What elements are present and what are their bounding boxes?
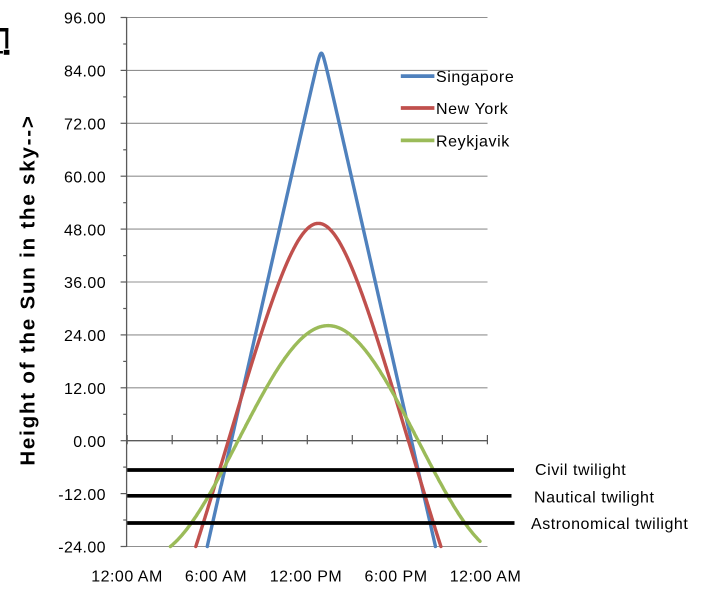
svg-text:New York: New York — [436, 101, 509, 118]
svg-text:60.00: 60.00 — [64, 169, 106, 186]
svg-text:84.00: 84.00 — [64, 64, 106, 81]
svg-text:-12.00: -12.00 — [58, 487, 106, 504]
svg-text:6:00 PM: 6:00 PM — [364, 569, 427, 586]
svg-text:Singapore: Singapore — [436, 69, 514, 86]
svg-text:6:00 AM: 6:00 AM — [185, 569, 247, 586]
svg-text:12:00 AM: 12:00 AM — [450, 569, 522, 586]
svg-text:36.00: 36.00 — [64, 275, 106, 292]
svg-text:-24.00: -24.00 — [58, 540, 106, 557]
svg-text:12.00: 12.00 — [64, 381, 106, 398]
svg-text:12:00 PM: 12:00 PM — [270, 569, 342, 586]
svg-text:24.00: 24.00 — [64, 328, 106, 345]
svg-text:Reykjavik: Reykjavik — [436, 133, 510, 150]
svg-text:Astronomical twilight: Astronomical twilight — [531, 516, 688, 533]
svg-text:Nautical twilight: Nautical twilight — [534, 489, 655, 506]
svg-text:Height of the Sun in the sky--: Height of the Sun in the sky--> — [17, 114, 40, 465]
svg-text:96.00: 96.00 — [64, 11, 106, 28]
svg-text:0.00: 0.00 — [73, 434, 106, 451]
svg-text:72.00: 72.00 — [64, 117, 106, 134]
svg-text:Civil twilight: Civil twilight — [535, 462, 626, 479]
svg-text:48.00: 48.00 — [64, 222, 106, 239]
svg-text:12:00 AM: 12:00 AM — [91, 569, 163, 586]
